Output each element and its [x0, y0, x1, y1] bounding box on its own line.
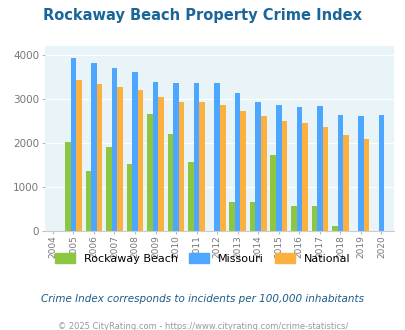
- Bar: [147, 114, 152, 231]
- Bar: [337, 115, 342, 231]
- Bar: [194, 83, 199, 231]
- Bar: [249, 202, 255, 231]
- Bar: [378, 115, 383, 231]
- Bar: [240, 111, 245, 231]
- Bar: [322, 127, 327, 231]
- Bar: [137, 90, 143, 231]
- Legend: Rockaway Beach, Missouri, National: Rockaway Beach, Missouri, National: [51, 249, 354, 268]
- Bar: [76, 80, 81, 231]
- Bar: [363, 139, 369, 231]
- Bar: [111, 68, 117, 231]
- Bar: [173, 83, 179, 231]
- Bar: [234, 93, 240, 231]
- Bar: [106, 148, 111, 231]
- Bar: [331, 226, 337, 231]
- Bar: [91, 63, 96, 231]
- Bar: [158, 97, 164, 231]
- Bar: [117, 87, 122, 231]
- Bar: [179, 102, 184, 231]
- Bar: [167, 134, 173, 231]
- Text: © 2025 CityRating.com - https://www.cityrating.com/crime-statistics/: © 2025 CityRating.com - https://www.city…: [58, 322, 347, 330]
- Bar: [132, 72, 137, 231]
- Bar: [311, 206, 316, 231]
- Bar: [70, 58, 76, 231]
- Bar: [188, 162, 194, 231]
- Bar: [152, 82, 158, 231]
- Bar: [229, 202, 234, 231]
- Bar: [316, 106, 322, 231]
- Bar: [270, 155, 275, 231]
- Bar: [357, 116, 363, 231]
- Bar: [126, 164, 132, 231]
- Bar: [255, 102, 260, 231]
- Bar: [214, 83, 220, 231]
- Text: Rockaway Beach Property Crime Index: Rockaway Beach Property Crime Index: [43, 8, 362, 23]
- Text: Crime Index corresponds to incidents per 100,000 inhabitants: Crime Index corresponds to incidents per…: [41, 294, 364, 304]
- Bar: [290, 206, 296, 231]
- Bar: [85, 171, 91, 231]
- Bar: [342, 135, 348, 231]
- Bar: [260, 116, 266, 231]
- Bar: [281, 121, 286, 231]
- Bar: [65, 142, 70, 231]
- Bar: [275, 105, 281, 231]
- Bar: [296, 107, 301, 231]
- Bar: [220, 105, 225, 231]
- Bar: [301, 123, 307, 231]
- Bar: [199, 102, 205, 231]
- Bar: [96, 83, 102, 231]
